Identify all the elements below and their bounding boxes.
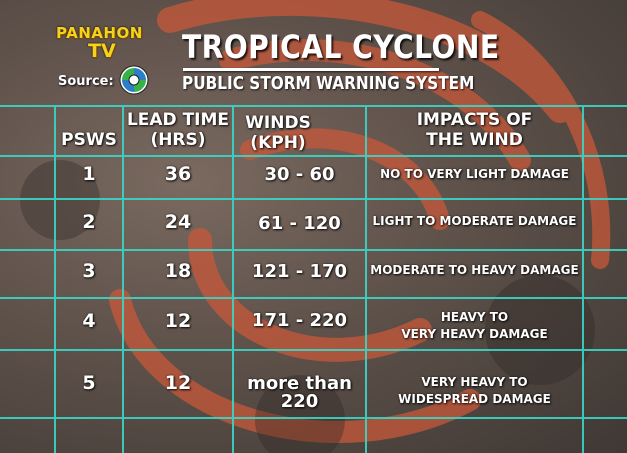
row-2-winds: 61 - 120 (258, 213, 341, 234)
header-lead-time-line2: (HRS) (150, 130, 206, 150)
row-5-impact-line2: WIDESPREAD DAMAGE (398, 392, 551, 406)
panahon-tv-logo: PANAHON TV (56, 24, 143, 62)
row-4-winds: 171 - 220 (251, 310, 348, 331)
row-1-lead-time: 36 (164, 163, 192, 185)
header-impacts: IMPACTS OF THE WIND (366, 110, 583, 150)
row-5-impact-line1: VERY HEAVY TO (421, 375, 528, 389)
logo-tv-text: TV (88, 40, 116, 62)
header-impacts-line2: THE WIND (426, 130, 523, 150)
row-5-lead-time: 12 (164, 372, 192, 394)
row-5-winds-line1: more than (247, 373, 352, 394)
page-title: TROPICAL CYCLONE (182, 28, 500, 66)
header-psws: PSWS (61, 130, 117, 150)
row-2-psws: 2 (82, 211, 96, 233)
header-winds: WINDS (KPH) (233, 113, 323, 153)
header-winds-line2: (KPH) (250, 133, 306, 153)
header-winds-line1: WINDS (245, 113, 311, 133)
logo-panahon-text: PANAHON (56, 24, 143, 42)
title-underline (183, 68, 439, 71)
row-4-lead-time: 12 (164, 310, 192, 332)
row-4-psws: 4 (82, 310, 96, 332)
pagasa-logo-icon (119, 65, 149, 95)
source-label: Source: (58, 74, 114, 89)
row-1-impact: NO TO VERY LIGHT DAMAGE (380, 167, 569, 181)
row-3-psws: 3 (82, 260, 96, 282)
row-2-impact: LIGHT TO MODERATE DAMAGE (372, 214, 577, 228)
row-4-impact-line1: HEAVY TO (440, 310, 509, 324)
row-5-winds: more than 220 (233, 375, 366, 411)
row-3-impact: MODERATE TO HEAVY DAMAGE (370, 263, 579, 277)
row-3-lead-time: 18 (164, 260, 192, 282)
row-5-psws: 5 (82, 372, 96, 394)
row-5-impact: VERY HEAVY TO WIDESPREAD DAMAGE (366, 374, 583, 408)
header-lead-time: LEAD TIME (HRS) (123, 110, 233, 150)
row-1-winds: 30 - 60 (264, 164, 335, 185)
header-lead-time-line1: LEAD TIME (126, 110, 230, 130)
row-4-impact: HEAVY TO VERY HEAVY DAMAGE (366, 309, 583, 343)
header-impacts-line1: IMPACTS OF (416, 110, 533, 130)
row-1-psws: 1 (82, 163, 96, 185)
row-3-winds: 121 - 170 (251, 261, 348, 282)
row-5-winds-line2: 220 (280, 391, 319, 412)
row-2-lead-time: 24 (164, 211, 192, 233)
row-4-impact-line2: VERY HEAVY DAMAGE (401, 327, 548, 341)
page-subtitle: PUBLIC STORM WARNING SYSTEM (182, 73, 475, 94)
